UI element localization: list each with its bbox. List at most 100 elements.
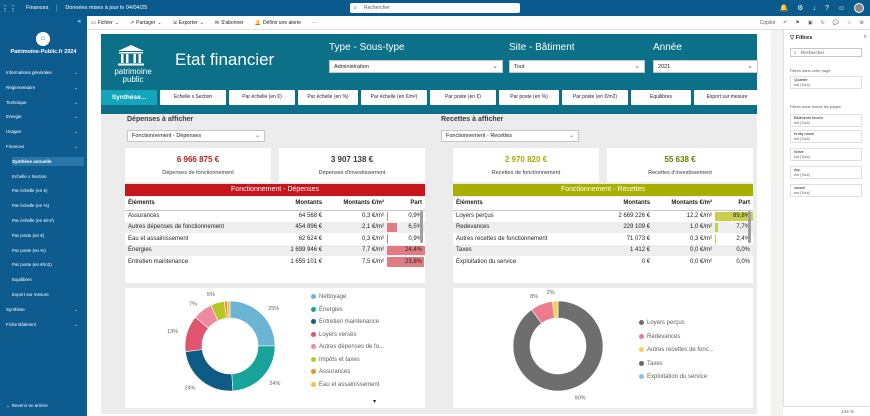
- legend-item[interactable]: Exploitation du service: [639, 374, 707, 380]
- sidebar-item[interactable]: Par poste (en €): [12, 231, 84, 240]
- file-menu[interactable]: ▭ Fichier ⌄: [91, 19, 119, 26]
- zoom-control[interactable]: 144 %: [783, 406, 870, 416]
- table-row[interactable]: Entretien maintenance 1 655 101 € 7,5 €/m²…: [125, 256, 425, 268]
- sidebar-item[interactable]: Export sur mesure: [12, 290, 84, 299]
- filter-card[interactable]: Bâtiments favoris est (Tout): [790, 114, 862, 127]
- refresh-icon[interactable]: ↻: [820, 19, 825, 26]
- tab[interactable]: Par échelle (en %): [298, 90, 358, 105]
- table-row[interactable]: Taxes 1 412 €0,0 €/m² 0,0%: [453, 244, 753, 256]
- legend-item[interactable]: Autres recettes de fonc...: [639, 347, 714, 353]
- copilot-button[interactable]: Copilot: [759, 19, 776, 26]
- column-header[interactable]: Part: [715, 197, 753, 211]
- donut-slice[interactable]: [226, 300, 231, 319]
- sidebar-item[interactable]: Fiche Bâtiment ⌄: [6, 320, 84, 329]
- table-row[interactable]: Redevances 229 109 €1,0 €/m² 7,7%: [453, 221, 753, 233]
- sidebar-item[interactable]: Equilibres: [12, 275, 84, 284]
- filter-card[interactable]: dep est (Tout): [790, 166, 862, 179]
- subscribe-button[interactable]: ✉ S'abonner: [214, 19, 244, 26]
- column-header[interactable]: Montants €/m²: [325, 197, 387, 211]
- filter-card[interactable]: Entity name est (Tout): [790, 130, 862, 143]
- legend-item[interactable]: Taxes: [639, 360, 663, 367]
- tab[interactable]: Export sur mesure: [694, 90, 760, 105]
- tab[interactable]: Synthèse...: [101, 90, 157, 105]
- legend-item[interactable]: Assurances: [311, 369, 350, 375]
- favorite-icon[interactable]: ☆: [847, 19, 852, 26]
- filters-search-input[interactable]: ⌕ Rechercher: [790, 48, 862, 57]
- collapse-filters-icon[interactable]: ›: [864, 34, 866, 40]
- donut-slice[interactable]: [552, 300, 559, 319]
- legend-item[interactable]: Loyers perçus: [639, 320, 685, 326]
- filter-card[interactable]: vacant est (Tout): [790, 184, 862, 197]
- legend-item[interactable]: Énergies: [311, 306, 343, 313]
- legend-item[interactable]: Redevances: [639, 333, 680, 340]
- column-header[interactable]: Montants €/m²: [653, 197, 715, 211]
- app-launcher-icon[interactable]: ⋮⋮: [1, 3, 17, 13]
- sidebar-item[interactable]: Synthèse ⌄: [6, 305, 84, 314]
- table-row[interactable]: Loyers perçus 2 669 226 € 12,2 €/m² 89,8%: [453, 210, 753, 222]
- share-menu[interactable]: ↗ Partager ⌄: [129, 19, 162, 26]
- year-slicer-dropdown[interactable]: 2021 ⌄: [653, 60, 758, 73]
- donut-slice[interactable]: [512, 300, 604, 392]
- filter-card[interactable]: fictive est (Tout): [790, 148, 862, 161]
- type-slicer-dropdown[interactable]: Administration ⌄: [329, 60, 503, 73]
- sidebar-item[interactable]: Par échelle (en €/m²): [12, 216, 84, 225]
- table-row[interactable]: Exploitation du service 0 € 0,0 €/m² 0,0%: [453, 256, 753, 268]
- tab[interactable]: Par échelle (en €/m²): [361, 90, 427, 105]
- column-header[interactable]: Part: [387, 197, 425, 211]
- column-header[interactable]: Éléments: [453, 197, 603, 211]
- bell-icon[interactable]: 🔔: [779, 5, 789, 12]
- undo-icon[interactable]: ↶: [783, 19, 788, 26]
- view-icon[interactable]: ▣: [807, 19, 813, 26]
- table-row[interactable]: Autres recettes de fonctionnement 71 073 …: [453, 233, 753, 245]
- sidebar-item[interactable]: Par échelle (en €): [12, 186, 84, 195]
- column-header[interactable]: Montants: [603, 197, 654, 211]
- download-icon[interactable]: ↓: [812, 4, 816, 12]
- sidebar-item[interactable]: Finances ⌄: [6, 142, 84, 151]
- help-icon[interactable]: ?: [824, 4, 829, 12]
- sidebar-item[interactable]: Echelle x Section: [12, 172, 84, 181]
- expenses-table-scrollbar[interactable]: [420, 211, 423, 243]
- tab[interactable]: Echelle x Section: [160, 90, 226, 105]
- sidebar-item[interactable]: Informations générales ⌄: [6, 68, 84, 77]
- tab[interactable]: Par poste (en €): [430, 90, 496, 105]
- export-menu[interactable]: ⇲ Exporter ⌄: [172, 19, 204, 26]
- revenue-table-scrollbar[interactable]: [748, 211, 751, 243]
- legend-item[interactable]: Entretien maintenance: [311, 319, 379, 325]
- legend-item[interactable]: Impôts et taxes: [311, 356, 360, 363]
- column-header[interactable]: Éléments: [125, 197, 275, 211]
- bookmark-icon[interactable]: ⚑: [795, 19, 800, 26]
- tab[interactable]: Par échelle (en €): [229, 90, 295, 105]
- revenue-dropdown[interactable]: Fonctionnement - Recettes ⌄: [441, 130, 579, 142]
- legend-item[interactable]: Autres dépenses de fo...: [311, 344, 384, 350]
- filter-card[interactable]: Quartier est (Tout): [790, 76, 862, 89]
- report-name[interactable]: Données mises à jour le 04/04/25: [65, 5, 148, 11]
- sidebar-item[interactable]: Usages ⌄: [6, 127, 84, 136]
- tab[interactable]: Par poste (en €/m2): [562, 90, 628, 105]
- site-slicer-dropdown[interactable]: Tout ⌄: [509, 60, 645, 73]
- sidebar-item[interactable]: Par échelle (en %): [12, 201, 84, 210]
- sidebar-item[interactable]: Synthèse annuelle: [12, 156, 84, 166]
- column-header[interactable]: Montants: [275, 197, 326, 211]
- settings-icon[interactable]: ⚙: [859, 19, 864, 26]
- sidebar-item[interactable]: Energie ⌄: [6, 112, 84, 121]
- table-row[interactable]: Énergies 1 699 946 €7,7 €/m² 24,4%: [125, 244, 425, 256]
- table-row[interactable]: Eau et assainissement 62 624 € 0,3 €/m² 0,9…: [125, 233, 425, 245]
- legend-item[interactable]: Loyers versés: [311, 331, 356, 338]
- comment-icon[interactable]: 💬: [832, 19, 840, 26]
- table-row[interactable]: Autres dépenses de fonctionnement 454 896…: [125, 221, 425, 233]
- table-row[interactable]: Assurances 64 568 € 0,3 €/m² 0,9%: [125, 210, 425, 222]
- legend-scroll-down-icon[interactable]: ▾: [373, 399, 377, 405]
- sidebar-item[interactable]: Réglementaire ⌄: [6, 83, 84, 92]
- set-alert-button[interactable]: 🔔 Définir une alerte: [254, 19, 302, 26]
- expenses-dropdown[interactable]: Fonctionnement - Dépenses ⌄: [127, 130, 265, 142]
- workspace-name[interactable]: Finances: [18, 5, 58, 11]
- feedback-icon[interactable]: ☺: [837, 4, 845, 12]
- avatar[interactable]: [854, 3, 864, 13]
- sidebar-item[interactable]: Par poste (en €/m2): [12, 260, 84, 269]
- settings-icon[interactable]: ⚙: [797, 5, 804, 12]
- global-search-input[interactable]: ⌕ Rechercher: [350, 3, 520, 13]
- legend-item[interactable]: Nettoyage: [311, 294, 346, 300]
- sidebar-item[interactable]: Par poste (en %): [12, 246, 84, 255]
- collapse-nav-icon[interactable]: «: [77, 19, 81, 25]
- back-button[interactable]: ← Revenir en arrière: [6, 403, 48, 408]
